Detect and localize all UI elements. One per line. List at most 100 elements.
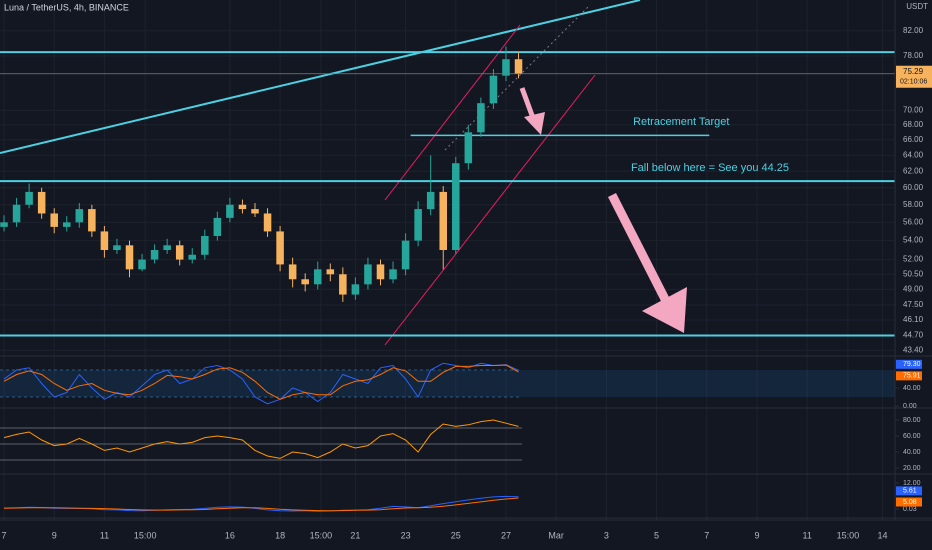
y-tick-label: 0.00 [903, 403, 917, 410]
channel-midline [444, 4, 591, 151]
y-tick-label: 44.70 [903, 331, 924, 340]
candle-body [263, 213, 272, 232]
candle-body [75, 209, 84, 223]
y-tick-label: 68.00 [903, 120, 924, 129]
indicator-line [3, 364, 519, 400]
candle-body [276, 231, 284, 265]
price-label: 75.29 [903, 67, 924, 76]
y-tick-label: 47.50 [903, 300, 924, 309]
value-label: 5.61 [903, 488, 917, 495]
y-tick-label: 78.00 [903, 51, 924, 60]
candle-body [426, 191, 435, 210]
arrow-shaft [519, 87, 536, 119]
y-tick-label: 60.00 [903, 183, 924, 192]
value-label: 5.08 [903, 499, 917, 506]
value-box [896, 371, 922, 381]
x-tick-label: 21 [350, 530, 360, 540]
candle-body [477, 103, 485, 133]
annotation: Fall below here = See you 44.25 [631, 162, 789, 174]
y-tick-label: 40.00 [903, 385, 921, 392]
drawings [0, 0, 687, 346]
levels: Retracement Target Fall below here = See … [0, 51, 895, 337]
x-tick-label: 15:00 [310, 530, 333, 540]
candle-body [213, 217, 222, 236]
y-tick-label: 50.50 [903, 269, 924, 278]
y-tick-label: 12.00 [903, 480, 921, 487]
arrow-shaft [607, 192, 673, 308]
annotation: Retracement Target [633, 116, 729, 128]
channel-line [384, 74, 596, 346]
channel-line [384, 24, 521, 201]
price-box [896, 65, 932, 88]
trend-line [0, 0, 641, 154]
candle-body [150, 250, 159, 260]
x-tick-label: 18 [275, 530, 285, 540]
y-tick-label: 40.00 [903, 449, 921, 456]
value-label: 79.30 [903, 361, 921, 368]
y-tick-label: 64.00 [903, 150, 924, 159]
y-tick-label: 62.00 [903, 166, 924, 175]
x-tick-label: 14 [877, 530, 887, 540]
candle-body [0, 222, 8, 227]
candle-body [163, 245, 171, 251]
value-box [896, 359, 922, 369]
y-tick-label: 56.00 [903, 217, 924, 226]
candle-body [452, 163, 460, 251]
candle-body [201, 235, 209, 255]
x-tick-label: 15:00 [837, 530, 860, 540]
candle-body [88, 209, 96, 232]
candle-body [326, 269, 335, 275]
candle-body [389, 269, 397, 280]
candle-body [414, 209, 422, 241]
candle-body [514, 59, 523, 74]
x-tick-label: 9 [52, 530, 57, 540]
x-tick-label: 27 [501, 530, 511, 540]
x-tick-label: Mar [548, 530, 564, 540]
y-tick-label: 0.03 [903, 506, 917, 513]
x-tick-label: 11 [802, 530, 811, 540]
candle-body [351, 284, 360, 295]
candle-body [138, 259, 146, 270]
x-tick-label: 15:00 [134, 530, 157, 540]
y-tick-label: 82.00 [903, 26, 924, 35]
candle-body [401, 240, 410, 270]
candle-body [188, 254, 197, 260]
candle-body [439, 191, 447, 251]
y-tick-label: 43.40 [903, 345, 924, 354]
candle-body [301, 279, 309, 285]
indicator-line [3, 497, 519, 512]
candle-body [464, 132, 473, 164]
candle-body [25, 191, 33, 205]
candle-body [12, 204, 21, 223]
indicator-panes [0, 355, 932, 519]
candle-body [251, 209, 259, 214]
y-tick-label: 46.10 [903, 315, 924, 324]
y-tick-label: 66.00 [903, 135, 924, 144]
y-tick-label: 70.00 [903, 105, 924, 114]
value-label: 75.91 [903, 373, 921, 380]
x-tick-label: 11 [100, 530, 109, 540]
y-tick-label: 54.00 [903, 236, 924, 245]
candle-body [100, 231, 109, 251]
y-tick-label: 60.00 [903, 433, 921, 440]
band-fill [0, 370, 895, 398]
x-tick-label: 25 [451, 530, 461, 540]
indicator-line [3, 362, 519, 405]
candle-body [502, 59, 510, 76]
indicator-line [3, 419, 519, 459]
candle-body [50, 213, 58, 227]
candle-body [238, 204, 247, 210]
candle-body [37, 191, 46, 214]
y-tick-label: 49.00 [903, 285, 924, 294]
candle-body [339, 274, 347, 295]
candle-body [113, 245, 121, 251]
candle-body [489, 75, 498, 104]
x-tick-label: 23 [401, 530, 411, 540]
x-tick-label: 5 [654, 530, 659, 540]
x-tick-label: 16 [225, 530, 235, 540]
countdown-label: 02:10:06 [900, 79, 927, 86]
candle-body [175, 245, 184, 260]
chart-title: Luna / TetherUS, 4h, BINANCE [4, 2, 129, 12]
arrow-head [642, 287, 687, 333]
